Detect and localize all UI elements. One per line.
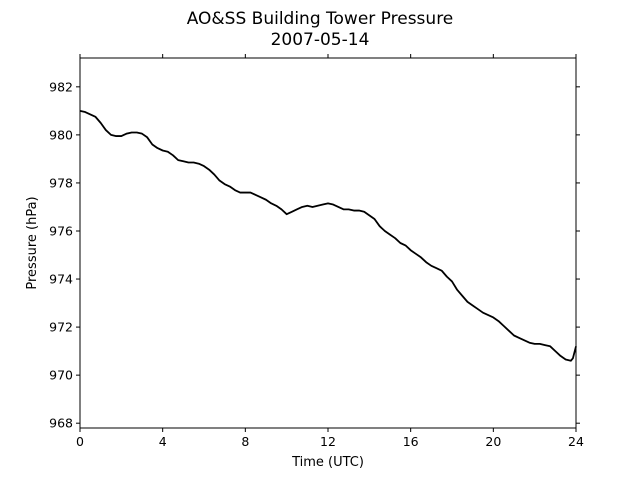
chart-title: AO&SS Building Tower Pressure bbox=[187, 9, 454, 29]
y-tick-label: 972 bbox=[49, 320, 73, 335]
y-tick-label: 978 bbox=[49, 175, 73, 190]
pressure-series-line bbox=[79, 109, 577, 362]
x-tick-label: 8 bbox=[241, 434, 249, 449]
x-tick-label: 20 bbox=[485, 434, 501, 449]
y-tick-label: 982 bbox=[49, 79, 73, 94]
x-tick-label: 16 bbox=[403, 434, 419, 449]
y-tick-label: 968 bbox=[49, 416, 73, 431]
y-axis-label: Pressure (hPa) bbox=[25, 196, 40, 289]
y-tick-label: 980 bbox=[49, 127, 73, 142]
y-tick-label: 970 bbox=[49, 368, 73, 383]
y-tick-label: 976 bbox=[49, 223, 73, 238]
y-tick-label: 974 bbox=[49, 272, 73, 287]
x-tick-label: 12 bbox=[320, 434, 336, 449]
x-tick-label: 24 bbox=[568, 434, 584, 449]
x-axis-label: Time (UTC) bbox=[291, 455, 364, 470]
plot-frame bbox=[79, 57, 577, 429]
x-tick-label: 4 bbox=[159, 434, 167, 449]
x-tick-label: 0 bbox=[76, 434, 84, 449]
y-axis: 968 970 972 974 976 978 980 982 bbox=[49, 79, 580, 431]
chart-subtitle: 2007-05-14 bbox=[271, 30, 370, 50]
x-axis: 0 4 8 12 16 20 24 bbox=[76, 54, 584, 449]
